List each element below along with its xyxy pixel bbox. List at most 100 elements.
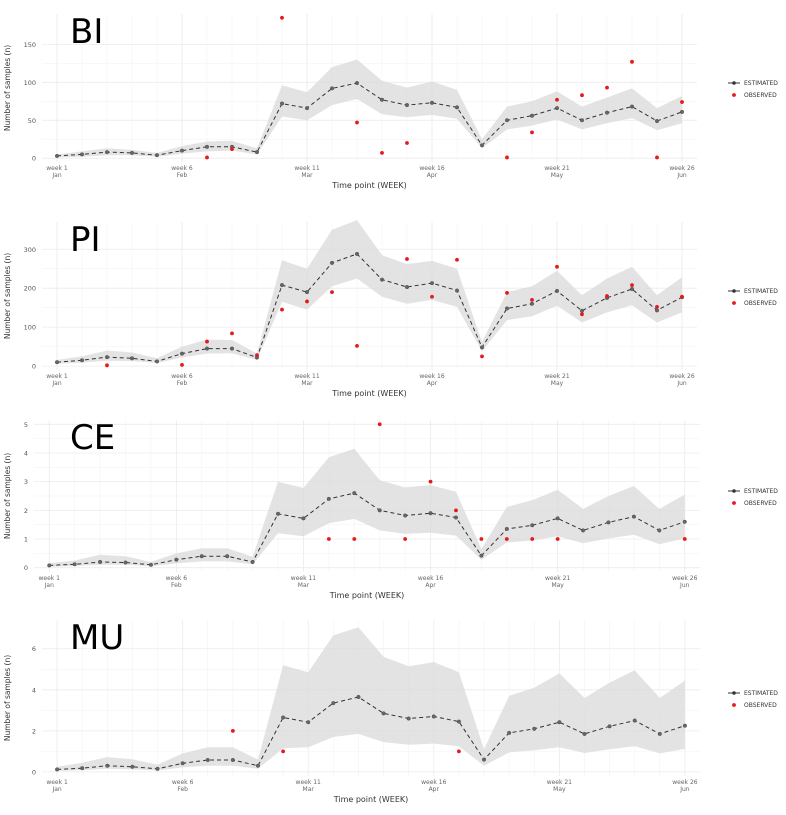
observed-point bbox=[479, 537, 484, 541]
observed-point bbox=[655, 305, 659, 309]
estimated-point bbox=[430, 100, 435, 105]
estimated-point bbox=[154, 153, 159, 158]
estimated-point bbox=[657, 528, 662, 533]
y-tick-label: 0 bbox=[32, 768, 36, 776]
estimated-line bbox=[57, 696, 686, 770]
x-tick-month: May bbox=[551, 172, 564, 179]
estimated-line bbox=[56, 82, 683, 157]
estimated-point bbox=[72, 562, 77, 567]
estimated-point bbox=[456, 719, 461, 724]
x-tick-label: week 21 bbox=[544, 165, 569, 172]
estimated-point bbox=[305, 290, 310, 295]
estimated-point bbox=[179, 351, 184, 356]
estimated-point bbox=[507, 730, 512, 735]
estimated-point bbox=[580, 118, 585, 123]
estimated-point bbox=[55, 360, 60, 365]
estimated-point bbox=[530, 301, 535, 306]
estimated-point bbox=[123, 560, 128, 565]
observed-point bbox=[530, 297, 534, 302]
x-tick-month: Jun bbox=[679, 786, 690, 793]
y-axis-title: Number of samples (n) bbox=[3, 453, 12, 539]
confidence-band bbox=[57, 220, 682, 364]
x-axis-title: Time point (WEEK) bbox=[333, 795, 409, 804]
estimated-point bbox=[581, 528, 586, 533]
x-tick-label: week 6 bbox=[171, 165, 193, 172]
observed-point bbox=[630, 59, 634, 64]
estimated-point bbox=[199, 554, 204, 559]
estimated-point bbox=[380, 277, 385, 282]
x-tick-label: week 21 bbox=[545, 575, 570, 582]
x-tick-label: week 6 bbox=[166, 575, 188, 582]
observed-point bbox=[530, 537, 535, 541]
observed-point bbox=[305, 299, 309, 304]
x-tick-month: Jan bbox=[51, 380, 61, 387]
estimated-point bbox=[80, 766, 85, 771]
observed-point bbox=[230, 331, 234, 336]
estimated-point bbox=[680, 109, 685, 114]
y-tick-label: 4 bbox=[32, 686, 36, 694]
estimated-point bbox=[530, 523, 535, 528]
x-tick-month: Feb bbox=[177, 786, 188, 793]
observed-point bbox=[580, 312, 584, 317]
legend-estimated-marker bbox=[732, 289, 736, 293]
x-tick-label: week 16 bbox=[418, 575, 443, 582]
estimated-point bbox=[405, 285, 410, 290]
y-axis-title: Number of samples (n) bbox=[3, 655, 12, 741]
x-tick-month: Mar bbox=[301, 380, 313, 387]
x-tick-month: Mar bbox=[298, 582, 310, 589]
estimated-point bbox=[55, 767, 60, 772]
estimated-point bbox=[47, 563, 52, 568]
estimated-point bbox=[480, 143, 485, 148]
panel-title: CE bbox=[70, 418, 115, 458]
panel-title: MU bbox=[70, 618, 124, 658]
x-tick-label: week 1 bbox=[46, 779, 68, 786]
estimated-line bbox=[49, 492, 685, 566]
y-axis-title: Number of samples (n) bbox=[3, 253, 12, 339]
estimated-point bbox=[505, 118, 510, 123]
estimated-line bbox=[56, 253, 683, 363]
estimated-point bbox=[630, 286, 635, 291]
x-tick-month: Feb bbox=[177, 380, 188, 387]
legend-observed-label: OBSERVED bbox=[744, 300, 777, 307]
estimated-point bbox=[179, 148, 184, 153]
observed-point bbox=[655, 155, 659, 160]
estimated-point bbox=[276, 511, 281, 516]
estimated-point bbox=[79, 358, 84, 363]
observed-point bbox=[530, 130, 534, 135]
estimated-point bbox=[530, 113, 535, 118]
legend-observed-label: OBSERVED bbox=[744, 702, 777, 709]
estimated-point bbox=[104, 150, 109, 155]
y-tick-label: 1 bbox=[24, 536, 28, 544]
estimated-point bbox=[326, 496, 331, 501]
estimated-point bbox=[250, 559, 255, 564]
confidence-band bbox=[57, 627, 685, 771]
estimated-point bbox=[105, 763, 110, 768]
estimated-point bbox=[430, 281, 435, 286]
estimated-point bbox=[180, 761, 185, 766]
x-tick-month: Feb bbox=[177, 172, 188, 179]
legend-estimated-marker bbox=[732, 691, 736, 695]
x-tick-month: Jun bbox=[676, 172, 687, 179]
estimated-point bbox=[205, 757, 210, 762]
legend-estimated-label: ESTIMATED bbox=[744, 288, 778, 295]
observed-point bbox=[377, 422, 382, 427]
x-tick-label: week 16 bbox=[419, 373, 444, 380]
estimated-point bbox=[428, 511, 433, 516]
observed-point bbox=[605, 294, 609, 298]
estimated-point bbox=[532, 726, 537, 731]
y-tick-label: 4 bbox=[24, 449, 28, 457]
x-tick-month: May bbox=[551, 380, 564, 387]
observed-point bbox=[330, 290, 334, 295]
x-tick-label: week 21 bbox=[547, 779, 572, 786]
estimated-point bbox=[630, 104, 635, 109]
y-tick-label: 150 bbox=[24, 41, 36, 49]
observed-point bbox=[281, 749, 285, 754]
estimated-point bbox=[306, 720, 311, 725]
estimated-point bbox=[406, 716, 411, 721]
x-tick-label: week 26 bbox=[672, 575, 697, 582]
observed-point bbox=[682, 537, 687, 541]
observed-point bbox=[352, 537, 357, 541]
